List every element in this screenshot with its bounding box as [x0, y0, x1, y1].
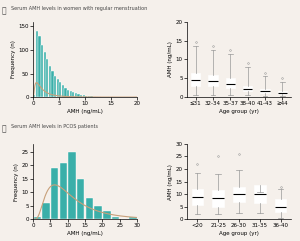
Bar	[77, 179, 85, 219]
Bar	[68, 152, 76, 219]
PathPatch shape	[208, 75, 218, 86]
Bar	[57, 79, 59, 97]
PathPatch shape	[233, 187, 245, 202]
Text: Serum AMH levels in women with regular menstruation: Serum AMH levels in women with regular m…	[11, 6, 148, 11]
Text: Ⓑ: Ⓑ	[2, 124, 6, 133]
Bar	[70, 92, 72, 97]
Y-axis label: AMH (ng/mL): AMH (ng/mL)	[168, 41, 173, 77]
PathPatch shape	[278, 92, 287, 94]
Bar	[41, 45, 43, 97]
Bar	[44, 52, 46, 97]
Text: Ⓐ: Ⓐ	[2, 6, 6, 15]
Y-axis label: AMH (ng/mL): AMH (ng/mL)	[168, 164, 173, 200]
Bar	[54, 76, 56, 97]
PathPatch shape	[191, 73, 200, 86]
Bar	[90, 96, 93, 97]
PathPatch shape	[260, 89, 270, 93]
Bar	[46, 59, 48, 97]
Bar	[88, 96, 90, 97]
Bar	[85, 96, 88, 97]
Bar	[38, 36, 40, 97]
Bar	[82, 95, 85, 97]
PathPatch shape	[212, 190, 224, 207]
Bar	[51, 71, 54, 97]
Y-axis label: Frequency (n): Frequency (n)	[11, 40, 16, 78]
Text: Serum AMH levels in PCOS patients: Serum AMH levels in PCOS patients	[11, 124, 98, 129]
PathPatch shape	[243, 86, 252, 92]
Bar	[94, 206, 102, 219]
Bar	[42, 203, 50, 219]
Bar	[59, 163, 67, 219]
Bar	[77, 94, 80, 97]
Bar	[67, 90, 69, 97]
X-axis label: AMH (ng/mL): AMH (ng/mL)	[67, 231, 103, 236]
PathPatch shape	[226, 78, 235, 88]
Bar	[112, 217, 119, 219]
Bar	[51, 168, 59, 219]
Bar	[62, 85, 64, 97]
Bar	[36, 31, 38, 97]
Bar	[49, 67, 51, 97]
PathPatch shape	[254, 185, 266, 203]
PathPatch shape	[275, 199, 286, 212]
Bar	[80, 95, 82, 97]
Y-axis label: Frequency (n): Frequency (n)	[14, 163, 19, 201]
X-axis label: Age group (yr): Age group (yr)	[219, 109, 259, 114]
Bar	[33, 95, 35, 97]
X-axis label: Age group (yr): Age group (yr)	[219, 231, 259, 236]
Bar	[103, 211, 110, 219]
Bar	[85, 198, 93, 219]
Bar	[129, 217, 136, 219]
Bar	[34, 217, 41, 219]
PathPatch shape	[192, 189, 203, 206]
X-axis label: AMH (ng/mL): AMH (ng/mL)	[67, 109, 103, 114]
Bar	[59, 82, 61, 97]
Bar	[72, 92, 74, 97]
Bar	[75, 93, 77, 97]
Bar	[64, 88, 67, 97]
